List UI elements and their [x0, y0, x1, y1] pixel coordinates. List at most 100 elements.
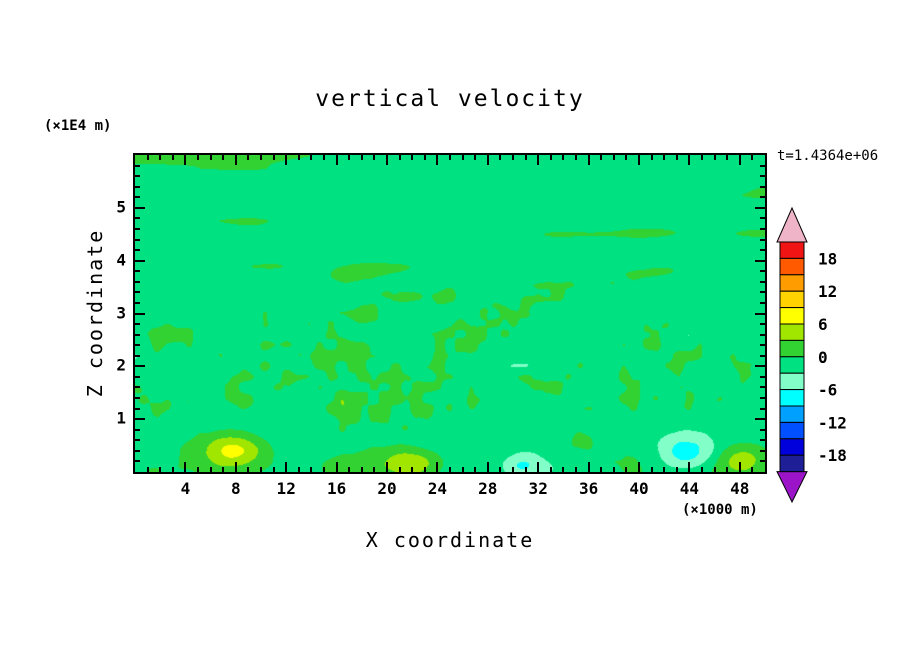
x-minor-tick — [676, 467, 678, 472]
colorbar-tick-label: 12 — [818, 282, 837, 301]
x-minor-tick — [373, 155, 375, 160]
z-minor-tick — [760, 429, 765, 431]
x-minor-tick — [462, 467, 464, 472]
z-minor-tick — [135, 355, 140, 357]
z-minor-tick — [135, 344, 140, 346]
z-minor-tick — [135, 175, 140, 177]
z-minor-tick — [760, 239, 765, 241]
colorbar-band — [779, 307, 805, 325]
x-minor-tick — [159, 155, 161, 160]
x-minor-tick — [651, 467, 653, 472]
x-axis-units-label: (×1000 m) — [682, 502, 758, 518]
x-minor-tick — [147, 467, 149, 472]
z-tick-label: 3 — [116, 303, 126, 323]
x-minor-tick — [512, 155, 514, 160]
x-minor-tick — [361, 467, 363, 472]
z-minor-tick — [135, 386, 140, 388]
x-tick-label: 16 — [326, 479, 347, 498]
x-minor-tick — [260, 155, 262, 160]
x-major-tick — [588, 462, 590, 472]
colorbar-band — [779, 454, 805, 473]
z-minor-tick — [135, 439, 140, 441]
x-major-tick — [688, 462, 690, 472]
colorbar-top-arrow — [776, 206, 808, 243]
z-minor-tick — [135, 196, 140, 198]
z-tick-label: 5 — [116, 197, 126, 217]
x-minor-tick — [147, 155, 149, 160]
x-minor-tick — [562, 155, 564, 160]
x-minor-tick — [600, 467, 602, 472]
x-minor-tick — [424, 155, 426, 160]
x-minor-tick — [222, 155, 224, 160]
x-minor-tick — [323, 467, 325, 472]
z-minor-tick — [760, 281, 765, 283]
x-minor-tick — [210, 155, 212, 160]
x-major-tick — [688, 155, 690, 165]
z-minor-tick — [760, 228, 765, 230]
x-tick-label: 4 — [180, 479, 191, 498]
x-tick-label: 44 — [679, 479, 700, 498]
x-minor-tick — [474, 155, 476, 160]
x-minor-tick — [273, 155, 275, 160]
z-minor-tick — [135, 165, 140, 167]
z-major-tick — [755, 207, 765, 209]
z-major-tick — [755, 365, 765, 367]
colorbar-band — [779, 438, 805, 456]
x-tick-label: 48 — [730, 479, 750, 498]
x-minor-tick — [361, 155, 363, 160]
x-major-tick — [436, 155, 438, 165]
z-minor-tick — [760, 196, 765, 198]
x-minor-tick — [512, 467, 514, 472]
x-minor-tick — [613, 155, 615, 160]
x-minor-tick — [172, 155, 174, 160]
x-major-tick — [537, 462, 539, 472]
x-minor-tick — [499, 467, 501, 472]
colorbar-band — [779, 323, 805, 341]
x-minor-tick — [411, 467, 413, 472]
x-minor-tick — [701, 467, 703, 472]
z-minor-tick — [135, 239, 140, 241]
z-minor-tick — [760, 291, 765, 293]
z-minor-tick — [760, 376, 765, 378]
z-tick-label: 4 — [116, 250, 126, 270]
x-minor-tick — [298, 155, 300, 160]
x-minor-tick — [310, 155, 312, 160]
colorbar-tick-label: 18 — [818, 249, 837, 268]
z-major-tick — [135, 260, 145, 262]
z-major-tick — [135, 313, 145, 315]
x-major-tick — [588, 155, 590, 165]
x-minor-tick — [550, 467, 552, 472]
x-minor-tick — [726, 467, 728, 472]
x-major-tick — [285, 462, 287, 472]
x-minor-tick — [525, 467, 527, 472]
z-minor-tick — [760, 397, 765, 399]
x-minor-tick — [197, 155, 199, 160]
x-tick-label: 20 — [377, 479, 397, 498]
x-minor-tick — [197, 467, 199, 472]
x-minor-tick — [562, 467, 564, 472]
z-minor-tick — [760, 344, 765, 346]
z-minor-tick — [760, 439, 765, 441]
x-major-tick — [487, 155, 489, 165]
x-minor-tick — [751, 467, 753, 472]
colorbar-band — [779, 389, 805, 407]
x-minor-tick — [676, 155, 678, 160]
z-tick-label: 2 — [116, 355, 126, 375]
colorbar-band — [779, 339, 805, 358]
z-minor-tick — [135, 228, 140, 230]
time-annotation: t=1.4364e+06 — [777, 148, 879, 164]
z-minor-tick — [760, 408, 765, 410]
x-major-tick — [184, 462, 186, 472]
z-major-tick — [135, 365, 145, 367]
z-minor-tick — [135, 291, 140, 293]
x-tick-label: 28 — [478, 479, 498, 498]
x-minor-tick — [651, 155, 653, 160]
colorbar-band — [779, 421, 805, 440]
colorbar-tick-label: -18 — [818, 446, 847, 465]
x-tick-label: 36 — [578, 479, 599, 498]
x-minor-tick — [348, 467, 350, 472]
x-major-tick — [184, 155, 186, 165]
x-minor-tick — [663, 155, 665, 160]
colorbar-tick-label: -6 — [818, 381, 837, 400]
